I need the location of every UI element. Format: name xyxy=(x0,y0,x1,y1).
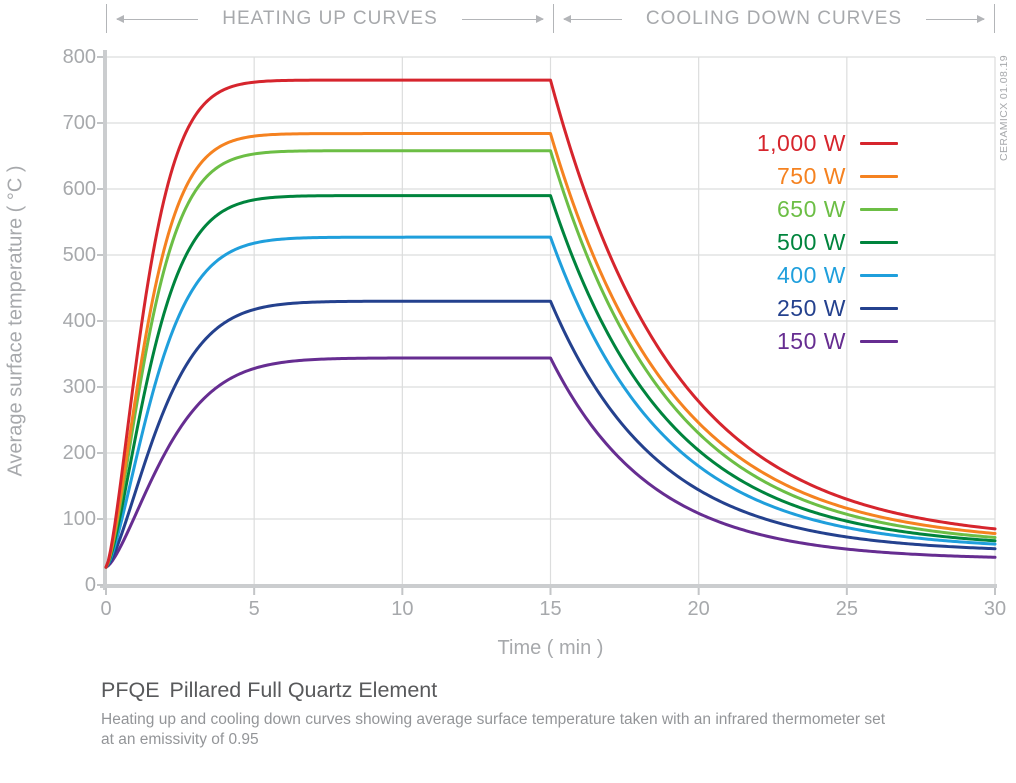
y-axis-title: Average surface temperature ( °C ) xyxy=(4,165,27,477)
legend-label: 250 W xyxy=(777,295,846,321)
chart-subtitle: Heating up and cooling down curves showi… xyxy=(101,710,885,750)
x-tick-label: 10 xyxy=(391,598,414,620)
series-curve-250W xyxy=(104,299,997,569)
legend-label: 1,000 W xyxy=(756,130,846,156)
y-tick-label: 100 xyxy=(62,508,96,530)
chart-canvas xyxy=(97,50,997,595)
x-tick-label: 20 xyxy=(687,598,710,620)
heating-annotation-label: HEATING UP CURVES xyxy=(222,8,438,29)
y-tick-label: 0 xyxy=(84,574,96,596)
right-arrow-icon xyxy=(461,14,545,23)
legend-item: 400 W xyxy=(658,259,898,292)
legend-label: 750 W xyxy=(777,163,846,189)
legend-item: 1,000 W xyxy=(658,127,898,160)
x-tick-label: 0 xyxy=(100,598,112,620)
cooling-annotation-label: COOLING DOWN CURVES xyxy=(645,8,903,29)
legend-label: 400 W xyxy=(777,262,846,288)
annotation-divider-middle xyxy=(553,4,554,33)
series-curve-400W xyxy=(104,235,997,569)
y-tick-label: 800 xyxy=(62,46,96,68)
legend-item: 250 W xyxy=(658,292,898,325)
y-tick-label: 400 xyxy=(62,310,96,332)
annotation-divider-right xyxy=(994,4,995,33)
legend-label: 500 W xyxy=(777,229,846,255)
annotation-divider-left xyxy=(106,4,107,33)
x-tick-label: 25 xyxy=(835,598,858,620)
legend-swatch-line xyxy=(860,142,898,145)
y-tick-label: 300 xyxy=(62,376,96,398)
y-tick-label: 200 xyxy=(62,442,96,464)
legend-swatch-line xyxy=(860,307,898,310)
series-curve-1000W xyxy=(104,78,997,569)
x-axis-title: Time ( min ) xyxy=(497,637,604,659)
legend-item: 750 W xyxy=(658,160,898,193)
chart-title: PFQE Pillared Full Quartz Element xyxy=(101,678,437,703)
legend-item: 500 W xyxy=(658,226,898,259)
legend-swatch-line xyxy=(860,175,898,178)
legend-swatch-line xyxy=(860,274,898,277)
series-curve-500W xyxy=(104,194,997,569)
right-arrow-icon xyxy=(926,14,985,23)
heating-annotation: HEATING UP CURVES xyxy=(107,5,553,33)
chart-title-code: PFQE xyxy=(101,678,160,702)
legend-item: 150 W xyxy=(658,325,898,358)
legend-label: 650 W xyxy=(777,196,846,222)
y-tick-label: 500 xyxy=(62,244,96,266)
y-tick-label: 700 xyxy=(62,112,96,134)
chart-subtitle-line2: at an emissivity of 0.95 xyxy=(101,731,259,748)
left-arrow-icon xyxy=(563,14,622,23)
series-curve-150W xyxy=(104,356,997,569)
legend-swatch-line xyxy=(860,340,898,343)
legend: 1,000 W 750 W 650 W 500 W 400 W 250 W 150 W xyxy=(658,127,898,358)
series-curve-650W xyxy=(104,149,997,569)
cooling-annotation: COOLING DOWN CURVES xyxy=(554,5,994,33)
y-tick-label: 600 xyxy=(62,178,96,200)
left-arrow-icon xyxy=(115,14,199,23)
legend-swatch-line xyxy=(860,208,898,211)
x-tick-label: 5 xyxy=(248,598,260,620)
chart-subtitle-line1: Heating up and cooling down curves showi… xyxy=(101,711,886,728)
legend-label: 150 W xyxy=(777,328,846,354)
series-curve-750W xyxy=(104,132,997,569)
x-tick-label: 30 xyxy=(983,598,1007,620)
chart-title-name: Pillared Full Quartz Element xyxy=(169,678,438,702)
legend-swatch-line xyxy=(860,241,898,244)
legend-item: 650 W xyxy=(658,193,898,226)
x-tick-label: 15 xyxy=(539,598,562,620)
